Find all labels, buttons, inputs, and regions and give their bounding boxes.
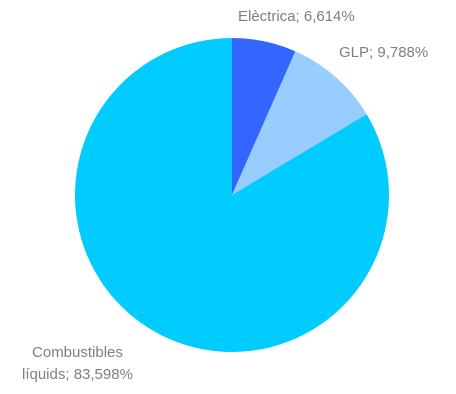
pie-slices [74, 38, 390, 352]
slice-label-glp: GLP; 9,788% [339, 44, 429, 61]
pie-slice-combustibles-liquids [74, 38, 390, 352]
slice-label-electrica: Elèctrica; 6,614% [238, 8, 355, 25]
pie-slice-electrica [232, 38, 296, 195]
slice-label-line-1: Combustibles [32, 344, 123, 361]
pie-slice-glp [232, 51, 367, 195]
slice-label-combustibles-liquids: Combustibles líquids; 83,598% [22, 342, 133, 386]
slice-label-line-2: líquids; 83,598% [22, 366, 133, 383]
